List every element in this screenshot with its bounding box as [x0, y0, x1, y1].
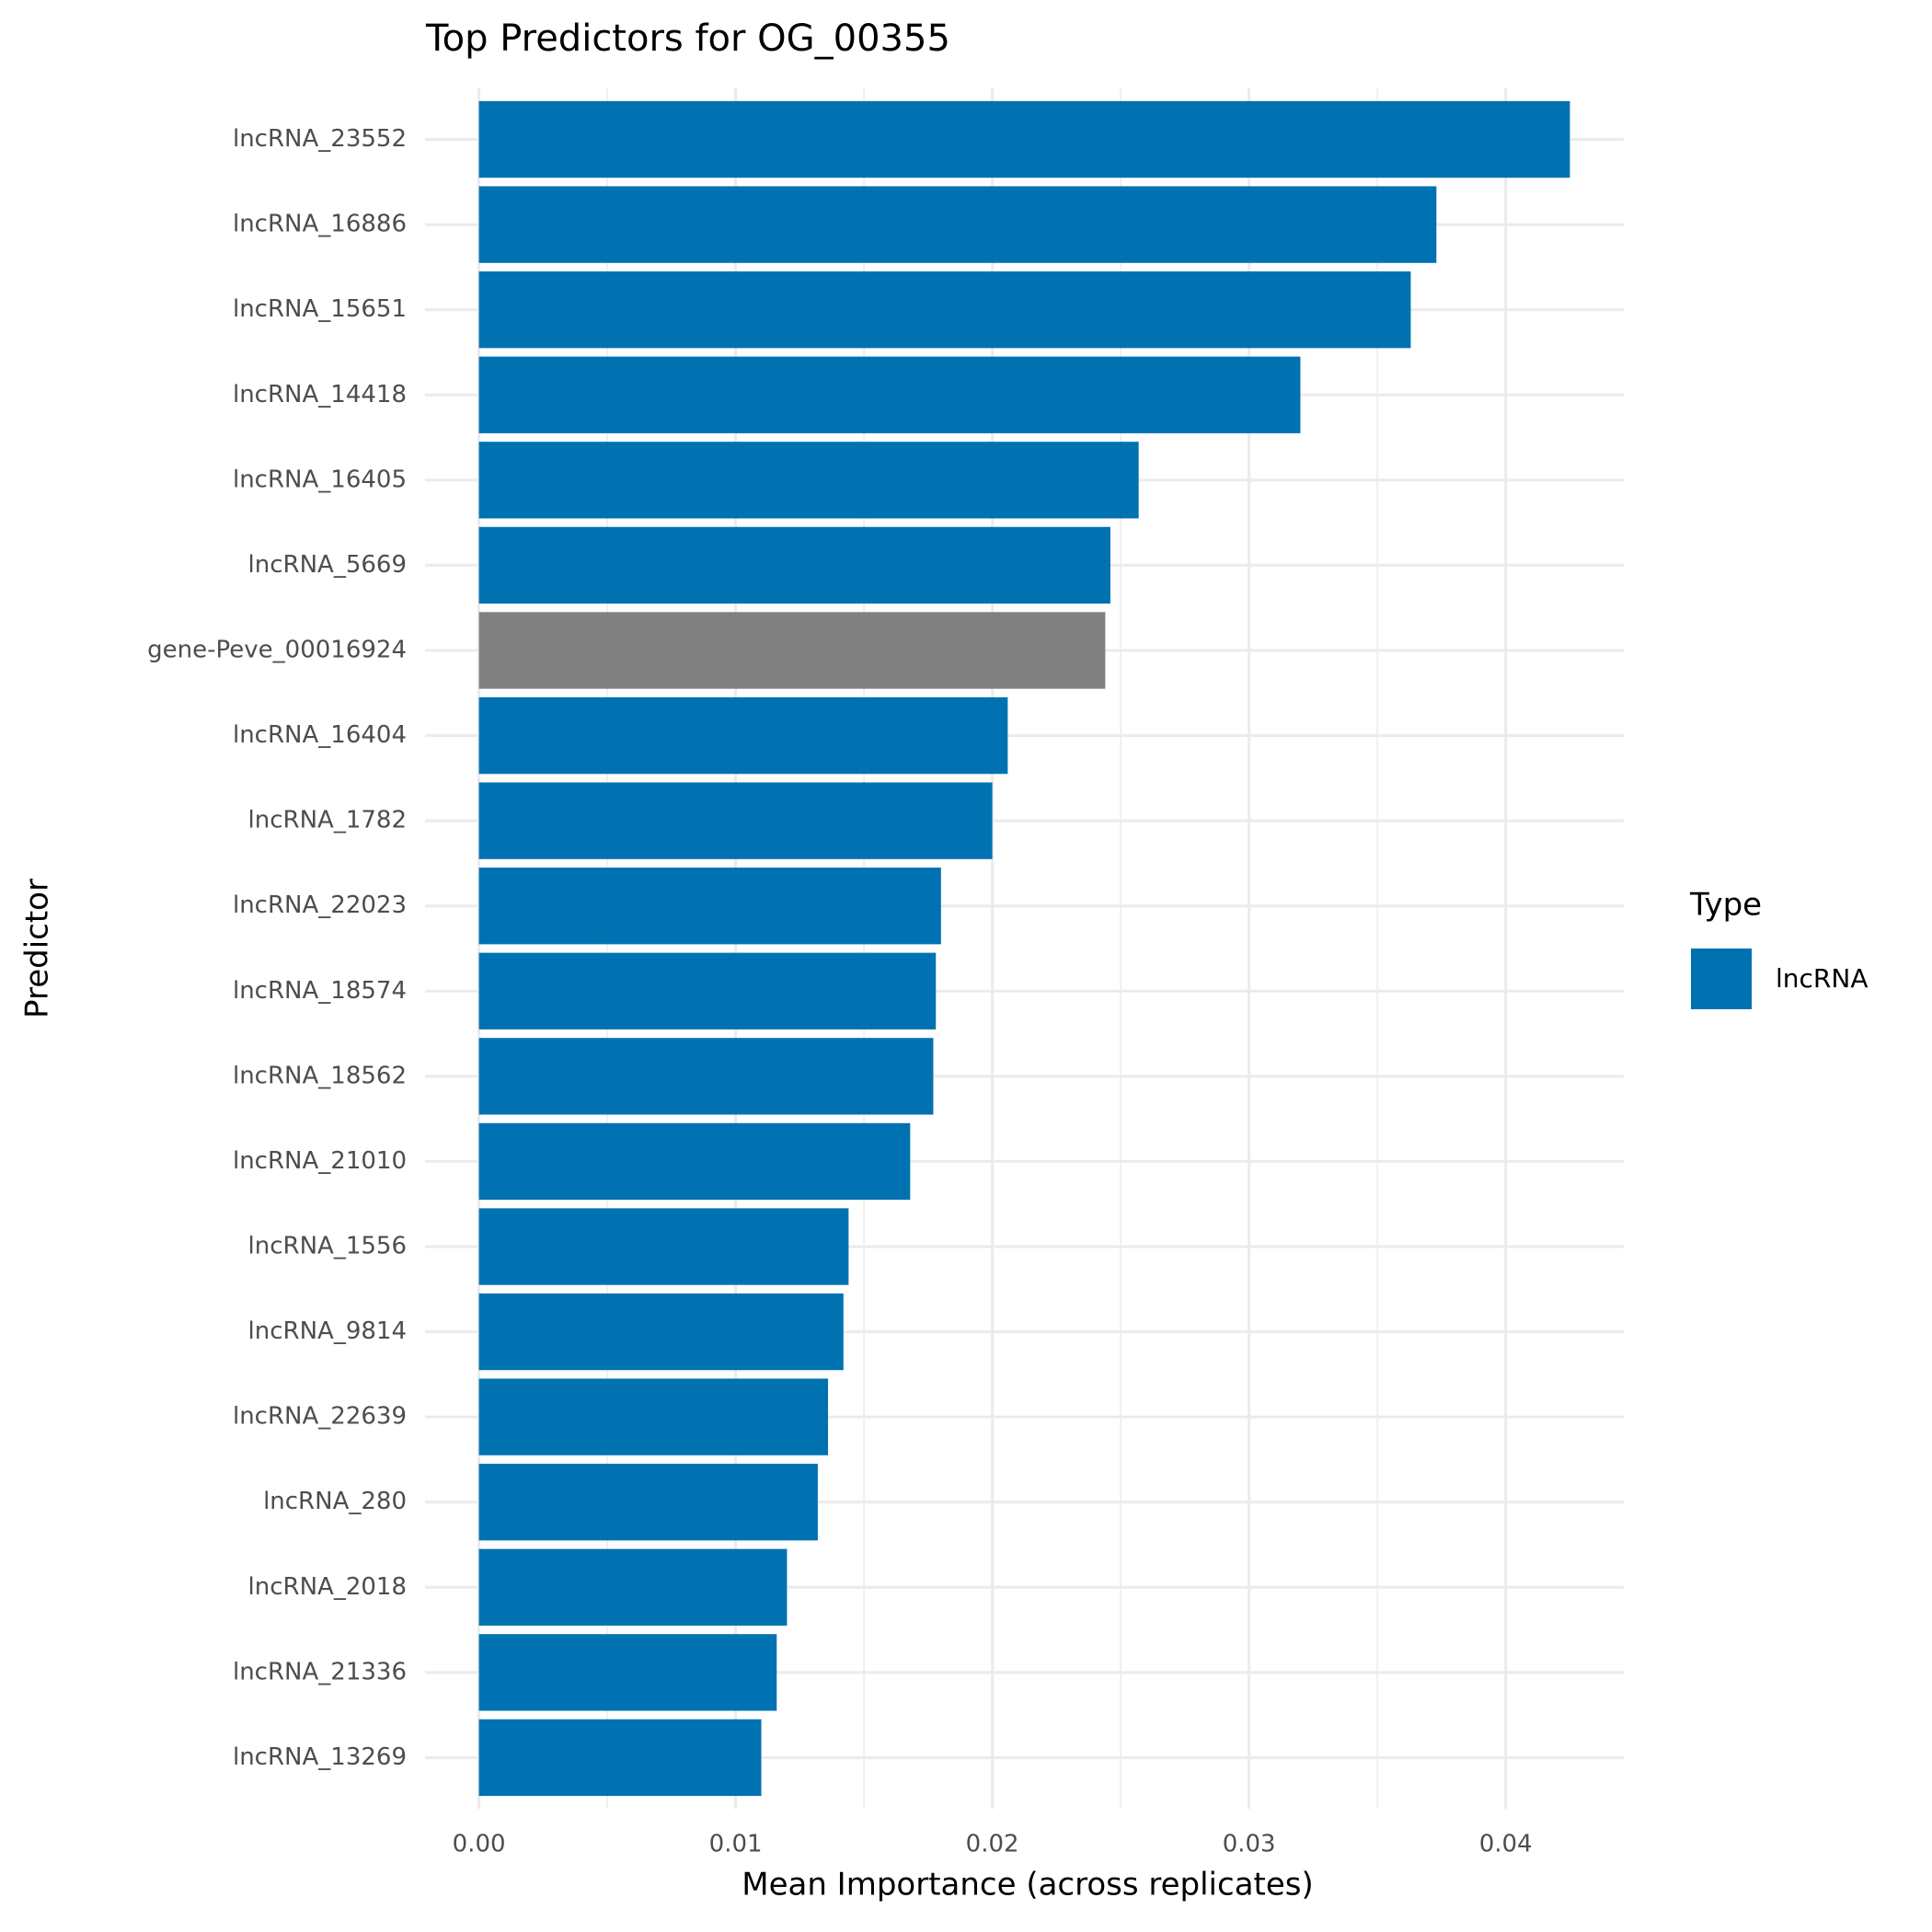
x-axis-title: Mean Importance (across replicates): [742, 1867, 1314, 1903]
legend-key: [1691, 949, 1752, 1009]
x-tick-label: 0.04: [1479, 1831, 1533, 1858]
bar: [478, 1634, 777, 1711]
y-tick-label: lncRNA_22023: [233, 891, 407, 919]
y-tick-label: lncRNA_18562: [233, 1062, 407, 1089]
bar: [478, 442, 1139, 519]
x-tick-label: 0.02: [966, 1831, 1019, 1858]
bar: [478, 1293, 844, 1371]
y-tick-label: lncRNA_15651: [233, 295, 407, 323]
y-tick-label: lncRNA_5669: [248, 551, 407, 579]
y-tick-label: lncRNA_16405: [233, 466, 407, 493]
bar: [478, 1719, 762, 1797]
bar: [478, 612, 1106, 689]
y-tick-label: lncRNA_22639: [233, 1403, 407, 1431]
bar: [478, 1208, 849, 1285]
legend: Type lncRNA: [1689, 887, 1868, 1009]
y-tick-label: lncRNA_14418: [233, 381, 407, 408]
bar: [478, 356, 1301, 433]
y-tick-label: gene-Peve_00016924: [147, 636, 407, 663]
x-tick-label: 0.01: [709, 1831, 763, 1858]
bar: [478, 526, 1110, 604]
bar: [478, 1548, 788, 1626]
bar: [478, 1464, 818, 1541]
x-tick-label: 0.03: [1223, 1831, 1276, 1858]
y-tick-label: lncRNA_2018: [248, 1573, 407, 1601]
y-tick-label: lncRNA_1782: [248, 807, 407, 834]
y-tick-label: lncRNA_1556: [248, 1233, 407, 1260]
bar: [478, 952, 937, 1029]
bar: [478, 1378, 829, 1455]
y-tick-label: lncRNA_13269: [233, 1743, 407, 1771]
bar: [478, 868, 941, 945]
legend-title: Type: [1689, 887, 1762, 924]
y-tick-label: lncRNA_16886: [233, 211, 407, 238]
bar: [478, 696, 1008, 775]
y-axis-title: Predictor: [19, 879, 56, 1018]
bar: [478, 186, 1437, 263]
x-tick-label: 0.00: [453, 1831, 506, 1858]
bar: [478, 1122, 911, 1201]
y-tick-label: lncRNA_23552: [233, 125, 407, 153]
chart-title: Top Predictors for OG_00355: [425, 17, 950, 60]
y-tick-label: lncRNA_21010: [233, 1147, 407, 1175]
bar: [478, 782, 993, 859]
y-tick-label: lncRNA_16404: [233, 721, 407, 749]
bar: [478, 1038, 934, 1115]
legend-label: lncRNA: [1776, 963, 1868, 994]
bars: [478, 100, 1570, 1797]
bar: [478, 271, 1411, 349]
y-tick-label: lncRNA_18574: [233, 977, 407, 1005]
y-tick-label: lncRNA_9814: [248, 1317, 407, 1345]
y-tick-label: lncRNA_21336: [233, 1658, 407, 1685]
bar: [478, 100, 1570, 178]
y-tick-label: lncRNA_280: [263, 1488, 407, 1515]
